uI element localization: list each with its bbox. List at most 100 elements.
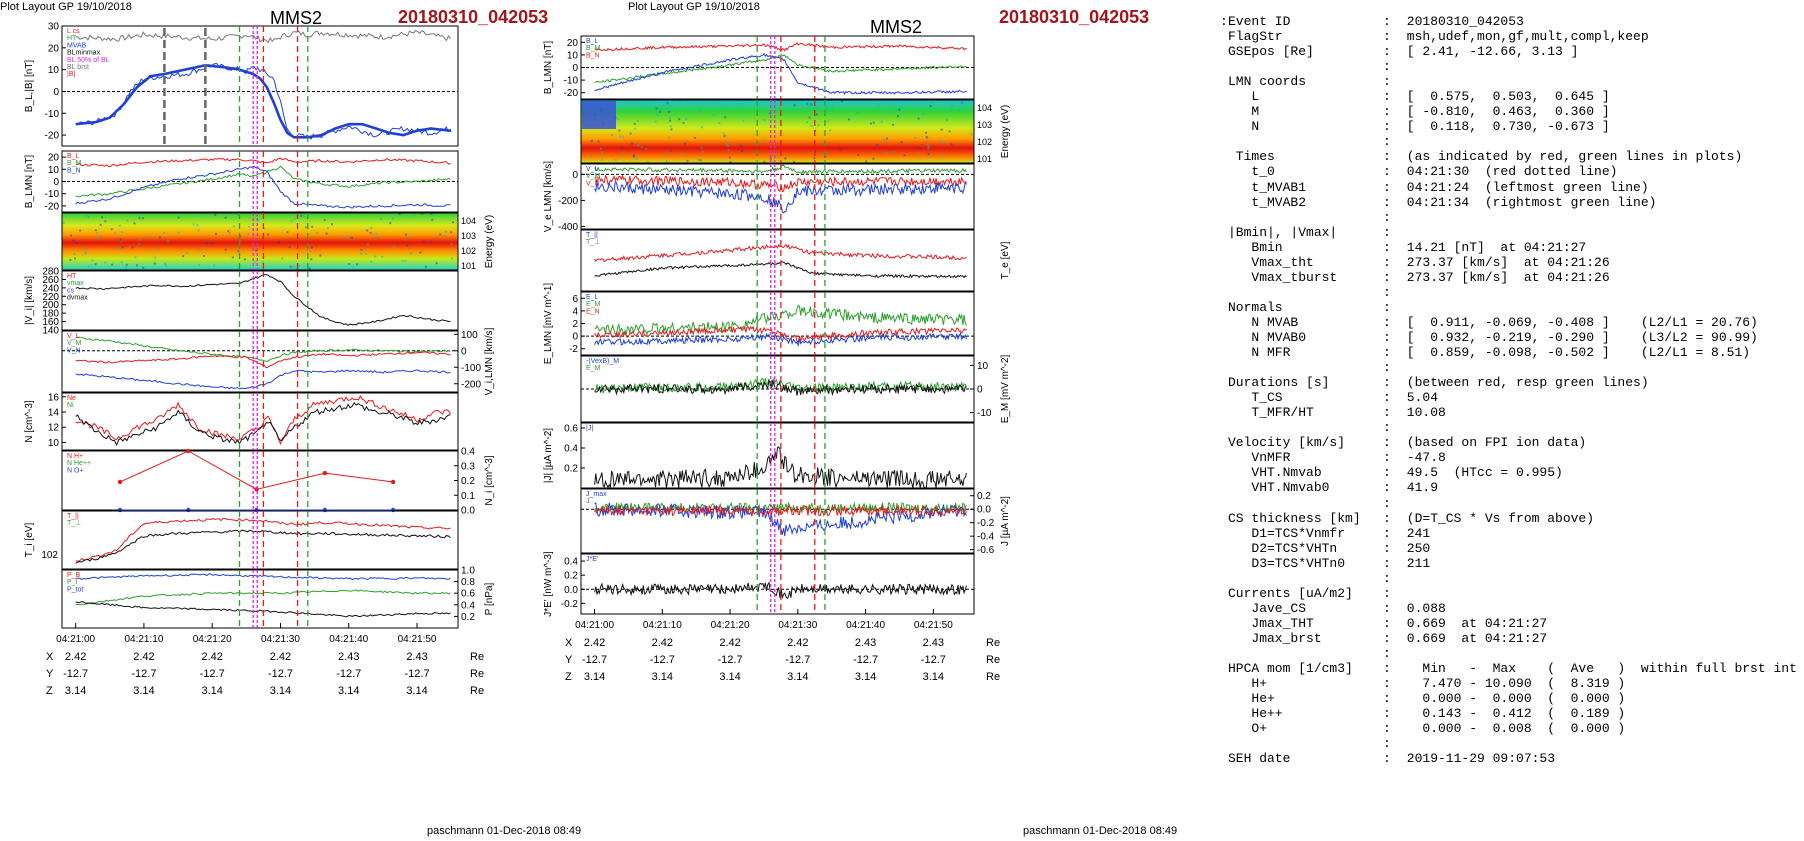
p2b-speckle: [725, 143, 728, 146]
position-value: 2.43: [338, 651, 360, 663]
p1c-speckle: [81, 247, 84, 250]
p2b-speckle: [922, 112, 925, 115]
p2c-ytick-label: 0: [572, 170, 578, 181]
p2c-ylabel: V_e LMN [km/s]: [543, 161, 554, 232]
p1f-ytick-label: 12: [48, 423, 60, 434]
p1c-speckle: [72, 239, 75, 242]
info-key: Event ID: [1228, 14, 1291, 29]
p1c-speckle: [247, 233, 250, 236]
p2b-speckle: [763, 138, 766, 141]
info-row: VnMFR: -47.8: [1228, 450, 1797, 465]
info-row: He++: 0.143 - 0.412 ( 0.189 ): [1228, 706, 1797, 721]
p2b-speckle: [686, 159, 689, 162]
info-colon: :: [1383, 314, 1391, 330]
p2e-legend-item: E_N: [586, 308, 600, 315]
p1c-speckle: [412, 214, 415, 217]
p1c-speckle: [79, 229, 82, 232]
p2b-speckle: [776, 155, 779, 158]
p2b-speckle: [668, 116, 671, 119]
p1c-speckle: [228, 232, 231, 235]
plot1-footer: paschmann 01-Dec-2018 08:49: [427, 825, 582, 837]
p1f-legend-item: Ne: [67, 395, 76, 402]
info-value: 41.9: [1399, 480, 1439, 496]
p1c-speckle: [356, 263, 359, 266]
p2b-speckle: [865, 160, 868, 163]
info-key: Normals: [1228, 299, 1283, 315]
position-unit: Re: [470, 668, 485, 680]
p1c-speckle: [419, 251, 422, 254]
p2b-low-energy-block: [582, 101, 616, 129]
p2b-speckle: [925, 136, 928, 139]
p1c-speckle: [381, 255, 384, 258]
p1c-speckle: [391, 217, 394, 220]
panel-p2g: 0.6 0.4 0.2 |J| [µA m^-2] |J|: [543, 422, 975, 490]
p2i-series-line: [594, 581, 967, 600]
info-value: 04:21:30 (red dotted line): [1399, 164, 1618, 180]
plot2-xtick-label: 04:21:10: [643, 620, 682, 631]
p2b-speckle: [927, 145, 930, 148]
p2b-speckle: [825, 106, 828, 109]
p2b-speckle: [809, 103, 812, 106]
p2b-speckle: [817, 124, 820, 127]
p1c-speckle: [263, 227, 266, 230]
info-row: GSEpos [Re]: [ 2.41, -12.66, 3.13 ]: [1228, 44, 1797, 59]
info-colon: :: [1383, 420, 1391, 436]
p1c-speckle: [99, 235, 102, 238]
p1c-speckle: [91, 259, 94, 262]
info-value: [ 0.911, -0.069, -0.408 ] (L2/L1 = 20.76…: [1399, 314, 1758, 330]
p2b-speckle: [827, 101, 830, 104]
info-key: T_MFR/HT: [1228, 405, 1314, 421]
p2b-speckle: [665, 154, 668, 157]
p2b-speckle: [958, 109, 961, 112]
p1c-speckle: [351, 266, 354, 269]
p2g-ylabel: |J| [µA m^-2]: [543, 428, 554, 483]
p2g-ytick-label: 0.6: [564, 424, 578, 435]
info-value: [ 2.41, -12.66, 3.13 ]: [1399, 44, 1579, 60]
p1c-speckle: [97, 238, 100, 241]
p2b-speckle: [616, 117, 619, 120]
info-row: :: [1228, 210, 1797, 225]
position-value: -12.7: [582, 654, 608, 666]
info-value: [1399, 360, 1407, 375]
info-colon: :: [1383, 284, 1391, 300]
p1c-speckle: [404, 233, 407, 236]
p1g-ytick-label: 0.3: [461, 461, 475, 472]
info-key: Currents [uA/m2]: [1228, 585, 1353, 601]
p2d-frame: [580, 229, 975, 292]
info-row: Jave_CS: 0.088: [1228, 601, 1797, 616]
p2a-legend-item: B_L: [586, 38, 599, 45]
info-value: 211: [1399, 555, 1431, 571]
p1c-speckle: [331, 223, 334, 226]
p1g-legend-item: N He++: [67, 460, 91, 467]
p1c-speckle: [62, 221, 65, 224]
info-value: [1399, 225, 1407, 240]
info-value: 0.000 - 0.000 ( 0.000 ): [1399, 691, 1626, 707]
p2b-speckle: [636, 120, 639, 123]
p1c-speckle: [281, 257, 284, 260]
p2b-speckle: [685, 117, 688, 120]
p2a-legend-item: B_M: [586, 45, 601, 52]
p2b-ytick-label: 104: [977, 103, 992, 113]
p1g-legend-item: N O+: [67, 467, 84, 474]
p2b-speckle: [827, 119, 830, 122]
p1i-legend-item: P_B: [67, 572, 81, 579]
p2b-speckle: [622, 136, 625, 139]
p1c-speckle: [360, 252, 363, 255]
info-value: 0.143 - 0.412 ( 0.189 ): [1399, 706, 1626, 722]
p1a-ytick-label: 10: [48, 65, 60, 76]
p1a-ytick-label: 30: [48, 22, 60, 33]
p1a-ylabel: B_L,|B| [nT]: [24, 60, 35, 113]
p1b-ylabel: B_LMN [nT]: [24, 155, 35, 209]
p2b-speckle: [929, 105, 932, 108]
p2b-speckle: [763, 119, 766, 122]
p2g-legend-item: |J|: [586, 425, 593, 432]
p1d-legend-item: HT: [67, 273, 77, 280]
p1g-data-point: [322, 470, 328, 476]
info-row: :: [1228, 736, 1797, 751]
p1g-ylabel: N_i [cm^-3]: [484, 455, 495, 505]
p2b-speckle: [637, 144, 640, 147]
p2b-speckle: [806, 102, 809, 105]
p1a-legend-item: MVAB: [67, 42, 87, 49]
info-value: [1399, 420, 1407, 435]
